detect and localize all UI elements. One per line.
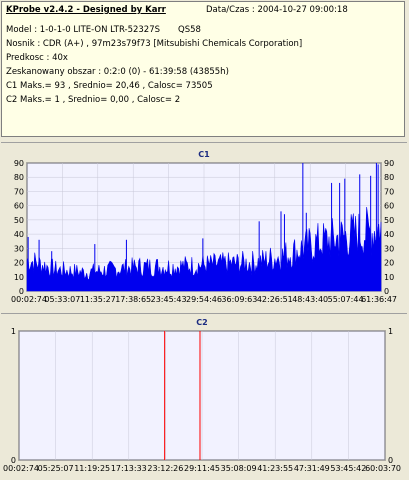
x-tick-label: 05:25:07 (38, 464, 74, 473)
x-tick-label: 23:12:26 (147, 464, 183, 473)
x-tick-label: 00:02:74 (11, 295, 47, 304)
x-tick-label: 48:43:40 (292, 295, 328, 304)
x-tick-label: 55:07:44 (328, 295, 364, 304)
x-tick-label: 36:09:63 (221, 295, 257, 304)
y-tick-label-right: 0 (388, 456, 393, 465)
drive-model: Model : 1-0-1-0 LITE-ON LTR-52327S (6, 25, 161, 35)
y-tick-label-right: 70 (384, 187, 394, 196)
scanned-area: Zeskanowany obszar : 0:2:0 (0) - 61:39:5… (6, 67, 229, 77)
x-tick-label: 42:26:51 (257, 295, 293, 304)
c2-panel: C2 0 0 1 1 00:02:74 05:25:07 11:19:25 17:13:33 23… (1, 313, 407, 479)
y-tick-label-right: 1 (388, 327, 393, 336)
x-tick-label: 41:23:55 (257, 464, 293, 473)
y-tick-label-left: 10 (14, 273, 24, 282)
y-tick-label-right: 50 (384, 216, 394, 225)
scan-date: Data/Czas : 2004-10-27 09:00:18 (206, 5, 348, 15)
y-tick-label-left: 0 (19, 287, 24, 296)
app-title: KProbe v2.4.2 - Designed by Karr (6, 5, 166, 15)
c1-panel: C1 0 0 10 10 20 20 30 30 40 40 50 50 60 60 70 70 80 80 90 90… (1, 142, 407, 310)
x-tick-label: 35:08:09 (221, 464, 257, 473)
x-tick-label: 29:11:45 (184, 464, 220, 473)
y-tick-label-right: 80 (384, 173, 394, 182)
chart-title: C2 (196, 318, 207, 327)
y-tick-label-left: 70 (14, 187, 24, 196)
x-tick-label: 60:03:70 (365, 464, 401, 473)
y-tick-label-right: 60 (384, 202, 394, 211)
scan-speed: Predkosc : 40x (6, 53, 68, 63)
x-tick-label: 29:54:46 (186, 295, 222, 304)
c1-chart: C1 0 0 10 10 20 20 30 30 40 40 50 50 60 60 70 70 80 80 90 90… (11, 150, 397, 304)
x-tick-label: 47:31:49 (294, 464, 330, 473)
x-tick-label: 11:19:25 (74, 464, 110, 473)
x-tick-label: 05:33:07 (44, 295, 80, 304)
x-tick-label: 17:13:33 (111, 464, 147, 473)
y-tick-label-right: 40 (384, 230, 394, 239)
x-tick-label: 53:45:42 (330, 464, 366, 473)
y-tick-label-left: 50 (14, 216, 24, 225)
c1-summary: C1 Maks.= 93 , Srednio= 20,46 , Calosc= … (6, 81, 213, 91)
y-tick-label-right: 90 (384, 159, 394, 168)
media-info: Nosnik : CDR (A+) , 97m23s79f73 [Mitsubi… (6, 39, 303, 49)
y-tick-label-left: 40 (14, 230, 24, 239)
y-tick-label-left: 0 (11, 456, 16, 465)
y-tick-label-left: 90 (14, 159, 24, 168)
x-tick-label: 11:35:27 (80, 295, 116, 304)
disc-info-panel: KProbe v2.4.2 - Designed by Karr Data/Cz… (1, 1, 405, 137)
y-tick-label-left: 1 (11, 327, 16, 336)
x-tick-label: 17:38:65 (115, 295, 151, 304)
y-tick-label-right: 10 (384, 273, 394, 282)
y-tick-label-right: 0 (384, 287, 389, 296)
y-tick-label-left: 20 (14, 259, 24, 268)
chart-title: C1 (198, 150, 210, 159)
x-tick-label: 61:36:47 (361, 295, 397, 304)
x-tick-label: 23:45:43 (151, 295, 187, 304)
y-tick-label-right: 30 (384, 244, 394, 253)
c1-error-area (26, 207, 382, 292)
x-tick-label: 00:02:74 (3, 464, 39, 473)
y-tick-label-left: 60 (14, 202, 24, 211)
drive-firmware: QS58 (178, 25, 201, 35)
c2-summary: C2 Maks.= 1 , Srednio= 0,00 , Calosc= 2 (6, 95, 181, 105)
y-tick-label-left: 80 (14, 173, 24, 182)
y-tick-label-left: 30 (14, 244, 24, 253)
y-tick-label-right: 20 (384, 259, 394, 268)
